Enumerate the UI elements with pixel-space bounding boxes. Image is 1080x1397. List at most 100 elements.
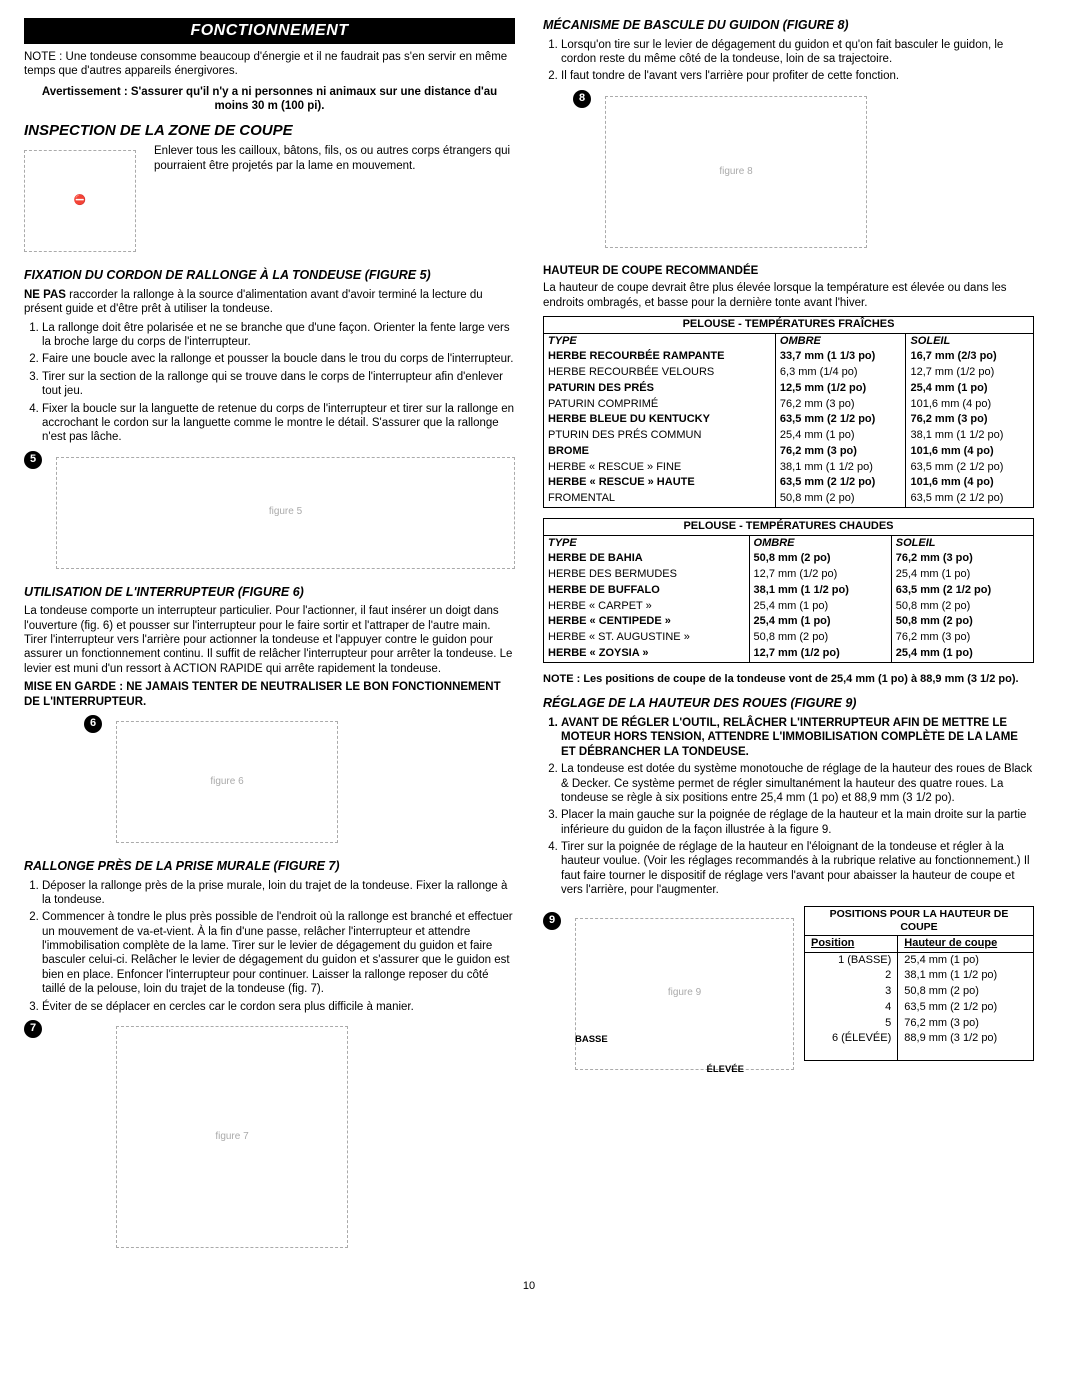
heading-reglage: RÉGLAGE DE LA HAUTEUR DES ROUES (FIGURE …	[543, 696, 1034, 712]
table-caption: POSITIONS POUR LA HAUTEUR DE COUPE	[805, 906, 1034, 935]
table-cell: 25,4 mm (1 po)	[891, 646, 1033, 662]
table-cell: HERBE « CENTIPEDE »	[544, 614, 750, 630]
list-item: La tondeuse est dotée du système monotou…	[561, 762, 1034, 805]
table-cell: 101,6 mm (4 po)	[906, 475, 1034, 491]
table-caption: PELOUSE - TEMPÉRATURES CHAUDES	[544, 518, 1034, 535]
heading-utilisation: UTILISATION DE L'INTERRUPTEUR (FIGURE 6)	[24, 585, 515, 601]
table-cell: 1 (BASSE)	[805, 952, 898, 968]
table-cell: HERBE « ST. AUGUSTINE »	[544, 630, 750, 646]
figure-number-7: 7	[24, 1020, 42, 1038]
list-item: Éviter de se déplacer en cercles car le …	[42, 1000, 515, 1014]
table-cell: 12,5 mm (1/2 po)	[775, 381, 906, 397]
list-item: Faire une boucle avec la rallonge et pou…	[42, 352, 515, 366]
table-cell: 50,8 mm (2 po)	[898, 984, 1034, 1000]
label-basse: BASSE	[575, 1034, 608, 1046]
table-cell: 25,4 mm (1 po)	[749, 599, 891, 615]
inspection-text: Enlever tous les cailloux, bâtons, fils,…	[154, 144, 515, 173]
heading-inspection: INSPECTION DE LA ZONE DE COUPE	[24, 122, 515, 141]
fixation-list: La rallonge doit être polarisée et ne se…	[42, 321, 515, 445]
table-cell: 12,7 mm (1/2 po)	[906, 365, 1034, 381]
figure-number-9: 9	[543, 912, 561, 930]
heading-hauteur-rec: HAUTEUR DE COUPE RECOMMANDÉE	[543, 264, 1034, 278]
figure-8: figure 8	[605, 96, 867, 248]
table-cell: 76,2 mm (3 po)	[775, 397, 906, 413]
table-cell: HERBE DE BAHIA	[544, 551, 750, 567]
label-elevee: ÉLEVÉE	[707, 1064, 745, 1076]
table-cell: 25,4 mm (1 po)	[898, 952, 1034, 968]
figure-6: figure 6	[116, 721, 338, 843]
table-cell: HERBE DE BUFFALO	[544, 583, 750, 599]
note-text: NOTE : Une tondeuse consomme beaucoup d'…	[24, 50, 515, 79]
table-cell: HERBE « ZOYSIA »	[544, 646, 750, 662]
heading-fixation: FIXATION DU CORDON DE RALLONGE À LA TOND…	[24, 268, 515, 284]
table-cell: 63,5 mm (2 1/2 po)	[906, 491, 1034, 507]
table-cell: 101,6 mm (4 po)	[906, 397, 1034, 413]
figure-number-5: 5	[24, 451, 42, 469]
table-cell: 63,5 mm (2 1/2 po)	[898, 1000, 1034, 1016]
list-item: Tirer sur la poignée de réglage de la ha…	[561, 840, 1034, 898]
table-cell: HERBE BLEUE DU KENTUCKY	[544, 412, 776, 428]
figure-7: figure 7	[116, 1026, 348, 1248]
figure-9: figure 9	[575, 918, 794, 1070]
mecanisme-list: Lorsqu'on tire sur le levier de dégageme…	[561, 38, 1034, 84]
table-cell: 12,7 mm (1/2 po)	[749, 646, 891, 662]
table-cell: 25,4 mm (1 po)	[891, 567, 1033, 583]
table-cell: 6,3 mm (1/4 po)	[775, 365, 906, 381]
table-cell: 50,8 mm (2 po)	[891, 614, 1033, 630]
left-column: FONCTIONNEMENT NOTE : Une tondeuse conso…	[24, 18, 515, 1260]
table-cell: 63,5 mm (2 1/2 po)	[775, 475, 906, 491]
right-column: MÉCANISME DE BASCULE DU GUIDON (FIGURE 8…	[543, 18, 1034, 1260]
table-cell: 63,5 mm (2 1/2 po)	[906, 460, 1034, 476]
list-item: AVANT DE RÉGLER L'OUTIL, RELÂCHER L'INTE…	[561, 716, 1034, 759]
table-cell: 4	[805, 1000, 898, 1016]
table-warm-temps: PELOUSE - TEMPÉRATURES CHAUDES TYPEOMBRE…	[543, 518, 1034, 663]
table-cell: 38,1 mm (1 1/2 po)	[898, 968, 1034, 984]
table-cell: 50,8 mm (2 po)	[891, 599, 1033, 615]
table-cell: 5	[805, 1016, 898, 1032]
utilisation-warn: MISE EN GARDE : NE JAMAIS TENTER DE NEUT…	[24, 680, 515, 709]
list-item: Déposer la rallonge près de la prise mur…	[42, 879, 515, 908]
table-cell: 76,2 mm (3 po)	[891, 630, 1033, 646]
table-cell: HERBE « CARPET »	[544, 599, 750, 615]
page-number: 10	[24, 1280, 1034, 1294]
table-cell: FROMENTAL	[544, 491, 776, 507]
table-cell: 76,2 mm (3 po)	[906, 412, 1034, 428]
table-cell: 76,2 mm (3 po)	[898, 1016, 1034, 1032]
table-cell: 63,5 mm (2 1/2 po)	[775, 412, 906, 428]
section-header: FONCTIONNEMENT	[24, 18, 515, 44]
table-cell: 76,2 mm (3 po)	[891, 551, 1033, 567]
table-cell: 76,2 mm (3 po)	[775, 444, 906, 460]
table-cell: 50,8 mm (2 po)	[749, 630, 891, 646]
list-item: Commencer à tondre le plus près possible…	[42, 910, 515, 996]
table-cell: 63,5 mm (2 1/2 po)	[891, 583, 1033, 599]
figure-5: figure 5	[56, 457, 515, 569]
table-cell: 25,4 mm (1 po)	[906, 381, 1034, 397]
table-cell: 16,7 mm (2/3 po)	[906, 349, 1034, 365]
table-cell: 88,9 mm (3 1/2 po)	[898, 1031, 1034, 1060]
hauteur-rec-text: La hauteur de coupe devrait être plus él…	[543, 281, 1034, 310]
table-cell: 38,1 mm (1 1/2 po)	[906, 428, 1034, 444]
list-item: Fixer la boucle sur la languette de rete…	[42, 402, 515, 445]
table-cell: PATURIN COMPRIMÉ	[544, 397, 776, 413]
table-cell: 50,8 mm (2 po)	[775, 491, 906, 507]
figure-number-6: 6	[84, 715, 102, 733]
table-note: NOTE : Les positions de coupe de la tond…	[543, 673, 1034, 687]
table-positions: POSITIONS POUR LA HAUTEUR DE COUPE Posit…	[804, 906, 1034, 1062]
table-cell: 38,1 mm (1 1/2 po)	[749, 583, 891, 599]
table-cell: 38,1 mm (1 1/2 po)	[775, 460, 906, 476]
list-item: Placer la main gauche sur la poignée de …	[561, 808, 1034, 837]
heading-rallonge: RALLONGE PRÈS DE LA PRISE MURALE (FIGURE…	[24, 859, 515, 875]
list-item: Il faut tondre de l'avant vers l'arrière…	[561, 69, 1034, 83]
fixation-intro: NE PAS raccorder la rallonge à la source…	[24, 288, 515, 317]
rallonge-list: Déposer la rallonge près de la prise mur…	[42, 879, 515, 1014]
table-cell: 33,7 mm (1 1/3 po)	[775, 349, 906, 365]
list-item: La rallonge doit être polarisée et ne se…	[42, 321, 515, 350]
table-cell: PTURIN DES PRÉS COMMUN	[544, 428, 776, 444]
table-cell: HERBE RECOURBÉE VELOURS	[544, 365, 776, 381]
table-cell: 101,6 mm (4 po)	[906, 444, 1034, 460]
table-cell: 25,4 mm (1 po)	[749, 614, 891, 630]
table-cell: PATURIN DES PRÉS	[544, 381, 776, 397]
table-cell: 12,7 mm (1/2 po)	[749, 567, 891, 583]
list-item: Tirer sur la section de la rallonge qui …	[42, 370, 515, 399]
utilisation-text: La tondeuse comporte un interrupteur par…	[24, 604, 515, 676]
